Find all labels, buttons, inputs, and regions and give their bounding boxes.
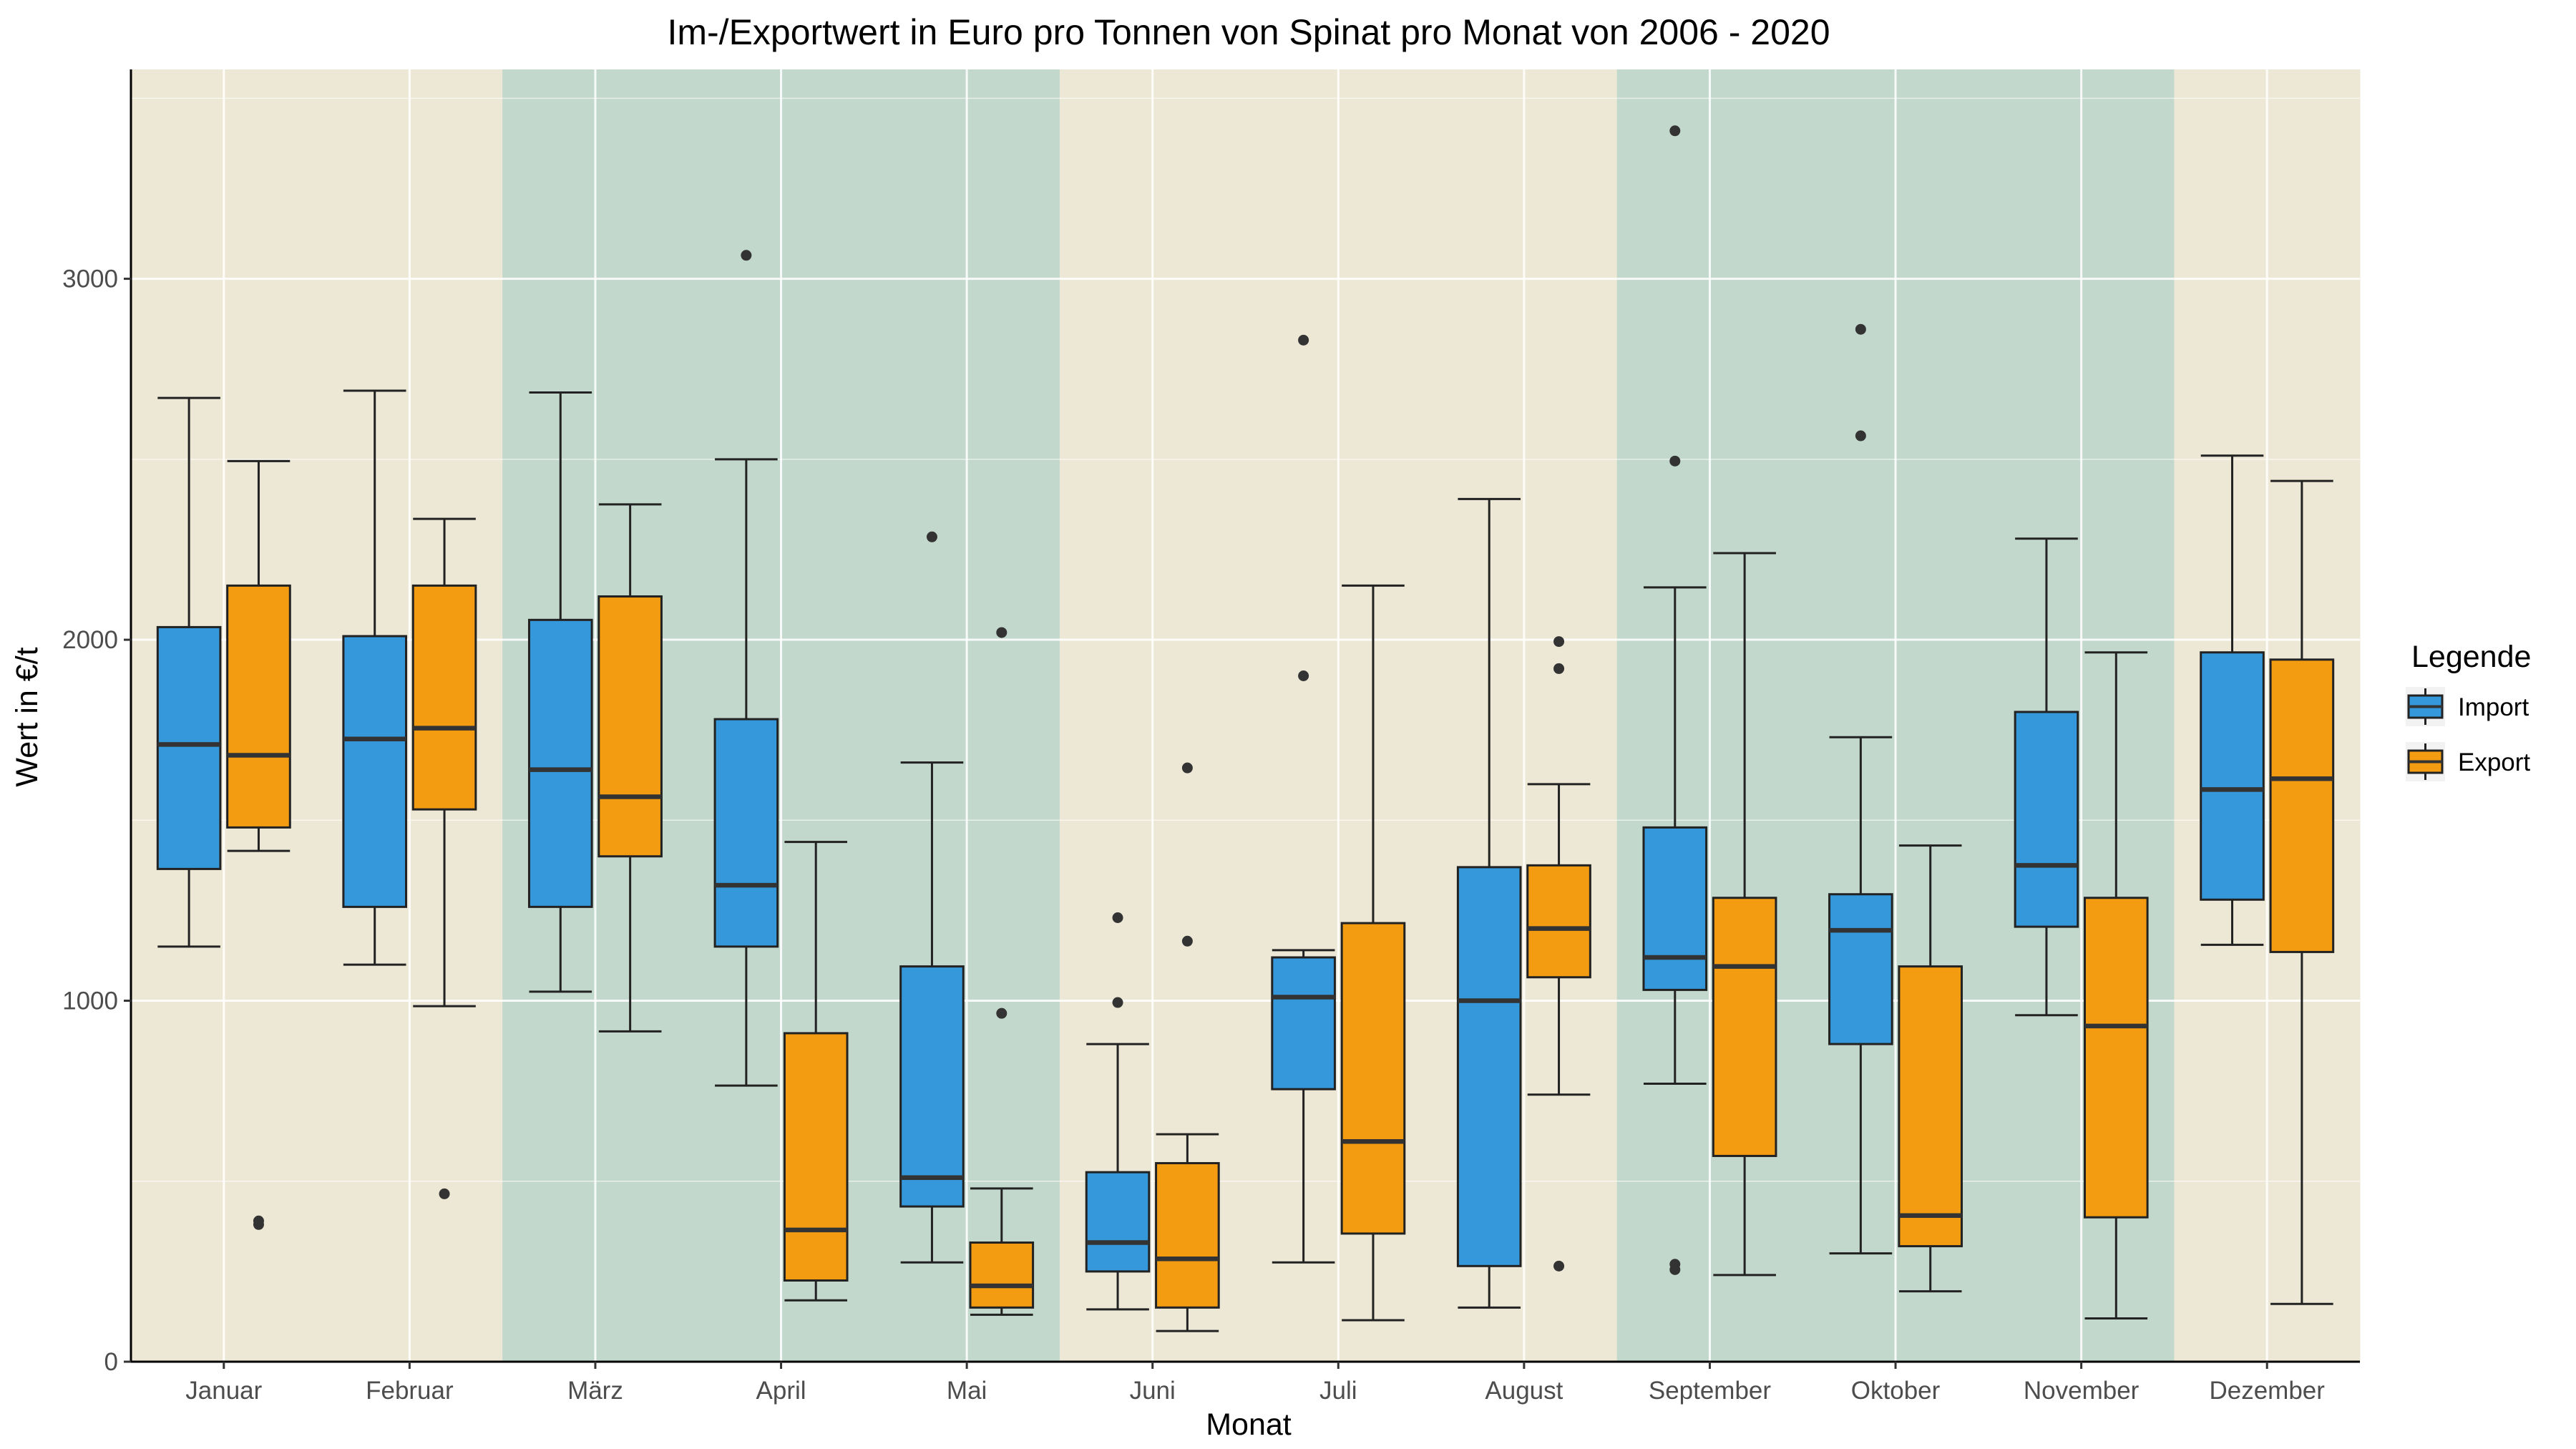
outlier-point — [1298, 670, 1309, 682]
box-body — [1526, 864, 1591, 979]
box-series — [156, 125, 2335, 1332]
box-import — [1085, 912, 1151, 1311]
outlier-point — [1553, 636, 1565, 648]
x-tick-label: Oktober — [1851, 1377, 1941, 1405]
outlier-point — [1298, 334, 1309, 346]
x-tick-label: Juli — [1319, 1377, 1357, 1405]
outlier-point — [1112, 912, 1123, 924]
axes: 0 1000 2000 3000 Januar Februar März April Mai Ju… — [62, 69, 2360, 1405]
box-body — [411, 584, 477, 811]
y-tick-label: 3000 — [62, 265, 118, 293]
box-export — [1526, 636, 1591, 1272]
box-body — [342, 635, 408, 908]
y-tick-label: 0 — [104, 1348, 118, 1376]
box-export — [969, 627, 1035, 1316]
x-tick-label: Februar — [366, 1377, 454, 1405]
box-export — [2083, 651, 2149, 1319]
box-body — [226, 584, 291, 829]
outlier-point — [1855, 430, 1866, 441]
box-body — [156, 625, 222, 870]
legend-item-import: Import — [2406, 687, 2529, 726]
y-axis-title: Wert in €/t — [10, 647, 44, 786]
box-export — [226, 459, 291, 1230]
box-body — [2083, 897, 2149, 1219]
x-tick-label: April — [756, 1377, 806, 1405]
x-tick-label: Juni — [1130, 1377, 1176, 1405]
outlier-point — [1553, 1260, 1565, 1272]
box-body — [2014, 711, 2079, 928]
box-body — [1340, 922, 1406, 1235]
box-import — [1456, 497, 1522, 1309]
legend: Legende Import Export — [2406, 640, 2531, 781]
box-body — [969, 1241, 1035, 1309]
outlier-point — [1553, 663, 1565, 674]
x-tick-label: Mai — [947, 1377, 987, 1405]
box-import — [713, 250, 779, 1087]
outlier-point — [1669, 1259, 1681, 1270]
box-export — [1712, 552, 1777, 1277]
y-tick-label: 2000 — [62, 626, 118, 654]
box-import — [1271, 334, 1336, 1264]
box-export — [597, 503, 663, 1033]
x-tick-label: Januar — [185, 1377, 262, 1405]
box-export — [1898, 844, 1963, 1293]
box-body — [2200, 651, 2265, 901]
outlier-point — [1181, 935, 1193, 947]
box-body — [1828, 893, 1893, 1045]
box-export — [1340, 584, 1406, 1322]
outlier-point — [439, 1188, 450, 1199]
outlier-point — [253, 1215, 264, 1226]
box-export — [783, 841, 849, 1302]
box-body — [1712, 897, 1777, 1157]
box-import — [527, 391, 593, 993]
grid-lines — [131, 69, 2360, 1363]
outlier-point — [1855, 323, 1866, 335]
box-import — [1828, 323, 1893, 1255]
box-body — [1155, 1162, 1220, 1309]
box-body — [2269, 658, 2335, 953]
box-export — [411, 517, 477, 1199]
outlier-point — [996, 1008, 1008, 1019]
outlier-point — [926, 531, 937, 542]
box-body — [1456, 866, 1522, 1267]
outlier-point — [1669, 455, 1681, 467]
box-body — [527, 618, 593, 908]
box-import — [899, 531, 965, 1264]
box-export — [2269, 479, 2335, 1305]
box-body — [1085, 1171, 1151, 1273]
x-axis-title: Monat — [1206, 1407, 1292, 1442]
x-tick-label: November — [2024, 1377, 2140, 1405]
box-body — [1271, 956, 1336, 1091]
box-import — [2200, 454, 2265, 946]
x-tick-label: August — [1485, 1377, 1563, 1405]
box-import — [2014, 537, 2079, 1017]
legend-label: Import — [2458, 693, 2529, 721]
chart-title: Im-/Exportwert in Euro pro Tonnen von Sp… — [667, 12, 1830, 52]
box-body — [1642, 826, 1708, 991]
box-body — [1898, 965, 1963, 1248]
box-body — [713, 718, 779, 948]
box-body — [597, 595, 663, 858]
box-import — [156, 396, 222, 948]
outlier-point — [1181, 762, 1193, 774]
outlier-point — [1112, 997, 1123, 1008]
outlier-point — [741, 250, 752, 261]
outlier-point — [1669, 125, 1681, 137]
legend-item-export: Export — [2406, 742, 2530, 781]
x-tick-label: Dezember — [2209, 1377, 2325, 1405]
box-import — [1642, 125, 1708, 1275]
box-import — [342, 389, 408, 966]
y-tick-label: 1000 — [62, 987, 118, 1015]
box-export — [1155, 762, 1220, 1332]
x-tick-label: März — [567, 1377, 623, 1405]
outlier-point — [996, 627, 1008, 638]
x-tick-label: September — [1649, 1377, 1772, 1405]
legend-title: Legende — [2411, 640, 2531, 674]
legend-label: Export — [2458, 748, 2530, 776]
box-body — [783, 1032, 849, 1282]
box-body — [899, 965, 965, 1208]
